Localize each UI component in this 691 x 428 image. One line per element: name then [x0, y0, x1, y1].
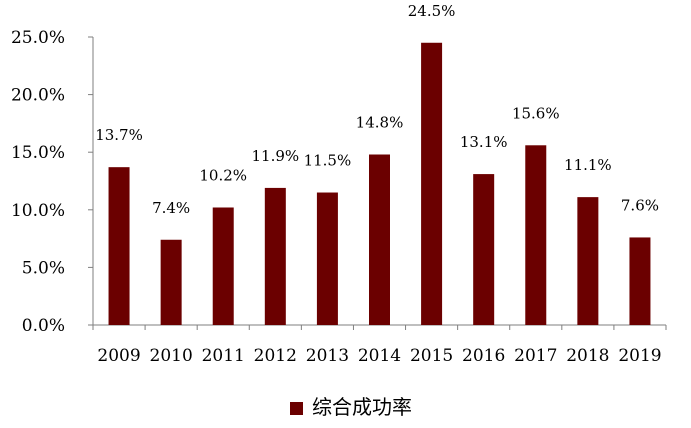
x-tick-label: 2010: [150, 346, 193, 366]
bar: [212, 207, 234, 325]
bar: [525, 145, 547, 325]
y-tick-label: 0.0%: [22, 316, 65, 336]
bar: [473, 174, 495, 325]
x-tick-label: 2017: [514, 346, 557, 366]
bar: [577, 197, 599, 325]
y-tick-label: 15.0%: [11, 143, 65, 163]
x-tick-label: 2015: [410, 346, 453, 366]
y-tick-label: 10.0%: [11, 201, 65, 221]
data-label: 7.6%: [621, 196, 659, 214]
y-tick-label: 25.0%: [11, 28, 65, 48]
data-label: 24.5%: [408, 2, 456, 20]
bar: [160, 239, 182, 325]
data-label: 7.4%: [152, 199, 190, 217]
data-label: 11.5%: [304, 152, 352, 170]
x-tick-label: 2011: [202, 346, 245, 366]
data-label: 11.9%: [251, 147, 299, 165]
data-label: 11.1%: [564, 156, 612, 174]
legend-label: 综合成功率: [312, 395, 412, 419]
y-ticks: 0.0% 5.0% 10.0% 15.0% 20.0% 25.0%: [11, 28, 93, 336]
bar: [629, 237, 651, 325]
category-labels: 2009 2010 2011 2012 2013 2014 2015 2016 2017 2018…: [97, 346, 661, 366]
bar: [108, 167, 130, 325]
x-tick-label: 2009: [97, 346, 140, 366]
y-tick-label: 20.0%: [11, 86, 65, 106]
x-tick-label: 2013: [306, 346, 349, 366]
data-labels: 13.7%7.4%10.2%11.9% 11.5%14.8%24.5%13.1%1…: [95, 2, 659, 217]
data-label: 10.2%: [199, 166, 247, 184]
data-label: 13.1%: [460, 133, 508, 151]
bar: [264, 187, 286, 325]
data-label: 15.6%: [512, 104, 560, 122]
bar: [369, 154, 390, 325]
x-tick-label: 2014: [358, 346, 401, 366]
data-label: 13.7%: [95, 126, 143, 144]
legend: 综合成功率: [290, 395, 412, 419]
x-ticks: [92, 325, 667, 330]
bar: [316, 192, 338, 325]
bar: [421, 42, 443, 325]
x-tick-label: 2019: [618, 346, 661, 366]
y-tick-label: 5.0%: [22, 258, 65, 278]
x-tick-label: 2012: [254, 346, 297, 366]
x-tick-label: 2016: [462, 346, 505, 366]
data-label: 14.8%: [356, 114, 404, 132]
x-tick-label: 2018: [566, 346, 609, 366]
legend-swatch: [290, 402, 303, 415]
bars: [108, 42, 651, 325]
